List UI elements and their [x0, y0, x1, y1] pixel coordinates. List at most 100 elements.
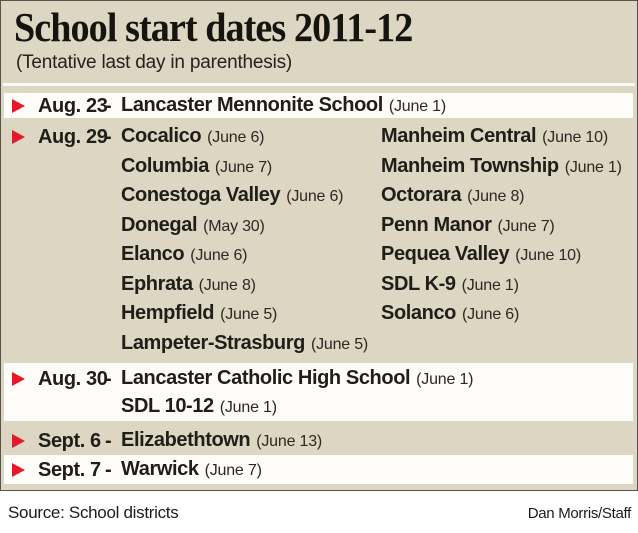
row-stripe-sept7 — [4, 455, 633, 484]
last-day: (June 8) — [467, 188, 525, 205]
schedule-row: Manheim Central (June 10) — [381, 122, 622, 152]
last-day: (June 6) — [207, 129, 265, 146]
dash: - — [105, 430, 112, 452]
schedule-row-aug23: Aug. 23 - Lancaster Mennonite School (Jun… — [1, 93, 638, 118]
start-date: Sept. 7 — [38, 458, 101, 481]
schedule-group-aug29-right-column: Manheim Central (June 10) Manheim Townshi… — [381, 122, 622, 329]
school-name: Manheim Central — [381, 125, 537, 147]
schedule-group-aug30: Aug. 30 - Lancaster Catholic High School… — [1, 363, 637, 420]
school-entry: Hempfield (June 5) — [121, 299, 637, 330]
last-day: (June 7) — [214, 158, 273, 176]
red-triangle-bullet-icon — [12, 372, 25, 386]
school-name: Elanco — [121, 243, 185, 265]
last-day: (June 5) — [310, 335, 369, 353]
last-day: (June 10) — [542, 129, 608, 146]
school-entry: Lampeter-Strasburg (June 5) — [121, 329, 637, 360]
last-day: (June 7) — [497, 217, 555, 235]
schedule-row: SDL K-9 (June 1) — [381, 270, 622, 300]
schedule-row: Elanco (June 6) — [1, 240, 637, 270]
schedule-row: Solanco (June 6) — [381, 299, 622, 329]
last-day: (June 1) — [219, 399, 277, 416]
last-day: (June 1) — [461, 276, 519, 294]
last-day: (June 8) — [198, 276, 256, 294]
school-entry: Ephrata (June 8) — [121, 270, 637, 301]
last-day: (June 1) — [388, 98, 446, 115]
school-name: Lancaster Mennonite School — [121, 94, 383, 116]
red-triangle-bullet-icon — [12, 463, 25, 477]
school-entry: Columbia (June 7) — [121, 152, 637, 183]
school-entry: Donegal (May 30) — [121, 211, 637, 242]
schedule-row-sept6: Sept. 6 - Elizabethtown (June 13) — [1, 425, 638, 455]
school-entry: Lancaster Catholic High School (June 1) — [121, 364, 637, 394]
school-name: Ephrata — [121, 272, 193, 295]
schedule-row: Columbia (June 7) — [1, 152, 637, 182]
schedule-row: Aug. 30 - Lancaster Catholic High School… — [1, 364, 637, 392]
last-day: (June 1) — [416, 371, 474, 388]
schedule-row: SDL 10-12 (June 1) — [1, 392, 637, 420]
school-name: Manheim Township — [381, 154, 559, 177]
schedule-row: Conestoga Valley (June 6) — [1, 181, 637, 211]
row-stripe-aug23 — [4, 93, 633, 118]
last-day: (June 6) — [190, 247, 248, 264]
start-date: Aug. 30 — [38, 368, 108, 390]
schedule-row: Pequea Valley (June 10) — [381, 240, 622, 270]
school-name: Elizabethtown — [121, 429, 251, 451]
dash: - — [105, 125, 112, 148]
schedule-row: Hempfield (June 5) — [1, 299, 637, 329]
page-subtitle: (Tentative last day in parenthesis) — [16, 52, 293, 73]
schedule-row: Manheim Township (June 1) — [381, 152, 622, 182]
last-day: (June 7) — [204, 462, 262, 479]
red-triangle-bullet-icon — [12, 434, 25, 448]
dash: - — [105, 368, 112, 390]
red-triangle-bullet-icon — [12, 99, 25, 113]
schedule-row: Aug. 29 - Cocalico (June 6) — [1, 122, 637, 152]
school-name: Conestoga Valley — [121, 184, 281, 206]
start-date: Aug. 29 — [38, 125, 108, 148]
school-name: SDL 10-12 — [121, 395, 214, 417]
school-name: Warwick — [121, 458, 199, 480]
school-entry: Cocalico (June 6) — [121, 122, 637, 153]
dash: - — [105, 94, 112, 117]
school-name: Octorara — [381, 184, 462, 206]
start-date: Aug. 23 — [38, 94, 108, 117]
schedule-row-sept7: Sept. 7 - Warwick (June 7) — [1, 455, 638, 484]
school-name: Cocalico — [121, 125, 202, 147]
school-entry: Conestoga Valley (June 6) — [121, 181, 637, 212]
school-entry: Elanco (June 6) — [121, 240, 637, 271]
schedule-group-aug29: Aug. 29 - Cocalico (June 6) Columbia (June… — [1, 122, 637, 358]
school-name: Solanco — [381, 302, 456, 324]
school-entry: Lancaster Mennonite School (June 1) — [121, 93, 638, 119]
row-stripe-aug30 — [4, 363, 633, 421]
last-day: (June 6) — [462, 306, 520, 323]
last-day: (June 1) — [564, 158, 622, 176]
page-title: School start dates 2011-12 — [14, 4, 413, 50]
school-name: Lampeter-Strasburg — [121, 331, 305, 354]
last-day: (June 13) — [256, 433, 323, 450]
last-day: (May 30) — [203, 217, 265, 235]
last-day: (June 6) — [286, 188, 344, 205]
schedule-row: Octorara (June 8) — [381, 181, 622, 211]
school-name: SDL K-9 — [381, 272, 456, 295]
schedule-row: Ephrata (June 8) — [1, 270, 637, 300]
start-date: Sept. 6 — [38, 430, 101, 452]
schedule-row: Donegal (May 30) — [1, 211, 637, 241]
school-name: Pequea Valley — [381, 243, 510, 265]
graphic-panel: School start dates 2011-12 (Tentative la… — [0, 0, 638, 491]
school-entry: Elizabethtown (June 13) — [121, 425, 638, 457]
header-divider — [3, 83, 635, 86]
school-name: Penn Manor — [381, 213, 492, 236]
last-day: (June 5) — [220, 306, 278, 323]
last-day: (June 10) — [515, 247, 582, 264]
red-triangle-bullet-icon — [12, 130, 25, 145]
source-line: Source: School districts — [8, 503, 179, 522]
school-entry: SDL 10-12 (June 1) — [121, 392, 637, 422]
schedule-row: Penn Manor (June 7) — [381, 211, 622, 241]
school-entry: Warwick (June 7) — [121, 455, 638, 485]
footer: Source: School districts Dan Morris/Staf… — [0, 501, 638, 527]
credit-line: Dan Morris/Staff — [527, 505, 632, 522]
school-name: Lancaster Catholic High School — [121, 367, 411, 389]
school-name: Columbia — [121, 154, 209, 177]
dash: - — [105, 458, 112, 481]
school-name: Hempfield — [121, 302, 215, 324]
